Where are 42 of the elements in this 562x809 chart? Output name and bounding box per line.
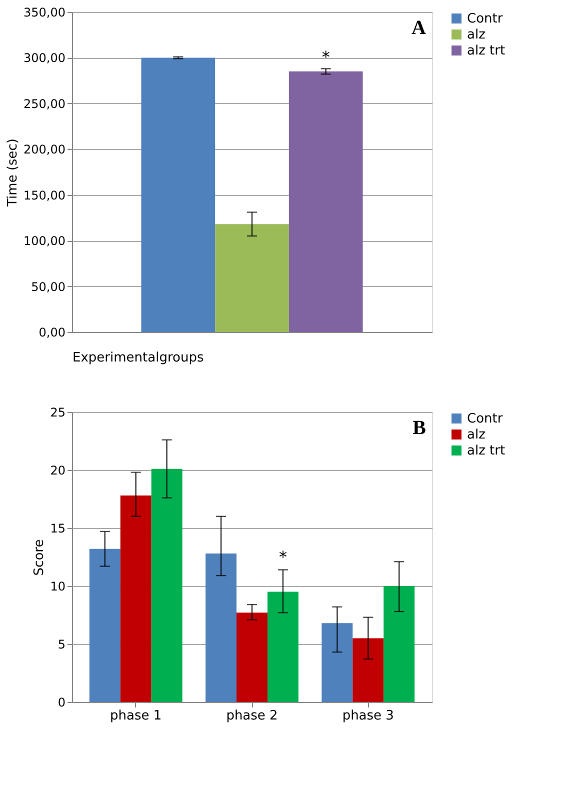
y-tick-label: 50,00 (31, 280, 66, 294)
y-tick-label: 20 (50, 464, 66, 478)
bar (352, 638, 384, 702)
bar (384, 586, 415, 702)
legend-label: alz trt (467, 44, 506, 58)
y-tick-label: 100,00 (24, 234, 66, 248)
y-axis-title: Time (sec) (6, 138, 21, 208)
bar (151, 468, 182, 702)
bar (322, 623, 353, 702)
legend-label: alz (467, 428, 486, 442)
y-axis-title: Score (32, 539, 48, 576)
x-tick-label: phase 2 (226, 708, 278, 724)
annotation: B (412, 417, 426, 439)
annotation: A (412, 17, 427, 39)
bar (206, 554, 237, 702)
x-axis-title: Experimentalgroups (72, 350, 204, 366)
annotation: * (322, 48, 330, 67)
legend-label: alz trt (467, 444, 506, 458)
y-tick-label: 15 (50, 522, 66, 536)
bar (267, 592, 298, 702)
y-tick-label: 25 (50, 406, 66, 420)
x-tick-label: phase 3 (342, 708, 394, 724)
bar (120, 496, 152, 702)
annotation: * (278, 548, 287, 567)
y-tick-label: 300,00 (24, 51, 66, 66)
y-tick-label: 10 (50, 580, 66, 594)
legend-label: alz (467, 28, 486, 42)
y-tick-label: 5 (58, 638, 66, 652)
y-tick-label: 350,00 (24, 6, 66, 20)
y-tick-label: 250,00 (24, 96, 66, 111)
legend-label: Contr (467, 412, 504, 426)
bar (141, 58, 216, 332)
bar (236, 612, 268, 702)
y-tick-label: 150,00 (24, 188, 66, 202)
y-tick-label: 0 (58, 696, 66, 710)
y-tick-label: 0,00 (38, 326, 66, 340)
bar (288, 71, 363, 332)
y-tick-label: 200,00 (24, 142, 66, 157)
x-tick-label: phase 1 (110, 708, 162, 724)
bar (89, 548, 120, 702)
bar (215, 224, 289, 332)
legend-label: Contr (467, 12, 504, 26)
